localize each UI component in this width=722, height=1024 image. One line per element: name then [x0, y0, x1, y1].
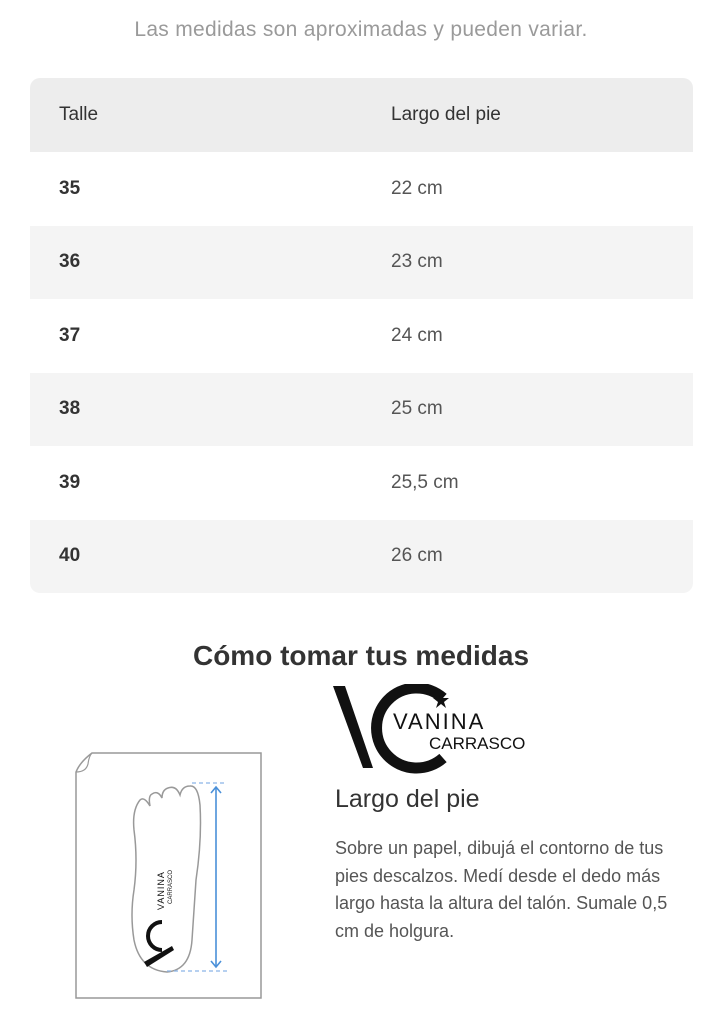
foot-outline-icon	[131, 785, 202, 973]
guide-subtitle: Largo del pie	[335, 785, 480, 813]
table-row: 39 25,5 cm	[30, 446, 693, 520]
star-icon	[433, 692, 449, 708]
table-row: 35 22 cm	[30, 152, 693, 226]
length-cell: 26 cm	[391, 545, 443, 567]
size-cell: 38	[59, 398, 81, 420]
svg-text:CARRASCO: CARRASCO	[429, 734, 525, 753]
size-cell: 35	[59, 177, 81, 199]
length-cell: 25 cm	[391, 398, 443, 420]
length-cell: 24 cm	[391, 324, 443, 346]
guide-title: Cómo tomar tus medidas	[192, 640, 530, 671]
brand-logo: VANINA CARRASCO	[333, 684, 525, 774]
foot-logo-icon: VANINA CARRASCO	[156, 870, 174, 910]
guide-description: Sobre un papel, dibujá el contorno de tu…	[335, 838, 668, 941]
foot-measure-illustration: VANINA CARRASCO	[75, 752, 262, 999]
size-cell: 39	[59, 471, 81, 493]
size-cell: 36	[59, 251, 81, 273]
svg-text:VANINA: VANINA	[393, 709, 485, 734]
table-row: 40 26 cm	[30, 519, 693, 593]
disclaimer-note: Las medidas son aproximadas y pueden var…	[134, 18, 588, 41]
size-cell: 40	[59, 545, 81, 567]
header-size: Talle	[59, 104, 99, 125]
table-row: 37 24 cm	[30, 299, 693, 373]
table-row: 36 23 cm	[30, 225, 693, 299]
header-length: Largo del pie	[391, 104, 501, 125]
table-row: 38 25 cm	[30, 372, 693, 446]
length-cell: 23 cm	[391, 251, 443, 273]
table-header: Talle Largo del pie	[30, 78, 693, 152]
size-cell: 37	[59, 324, 81, 346]
svg-text:CARRASCO: CARRASCO	[168, 870, 174, 904]
size-table: Talle Largo del pie 35 22 cm 36 23 cm 37 24…	[30, 78, 693, 593]
length-cell: 22 cm	[391, 177, 443, 199]
length-cell: 25,5 cm	[391, 471, 459, 493]
svg-text:VANINA: VANINA	[156, 871, 166, 910]
